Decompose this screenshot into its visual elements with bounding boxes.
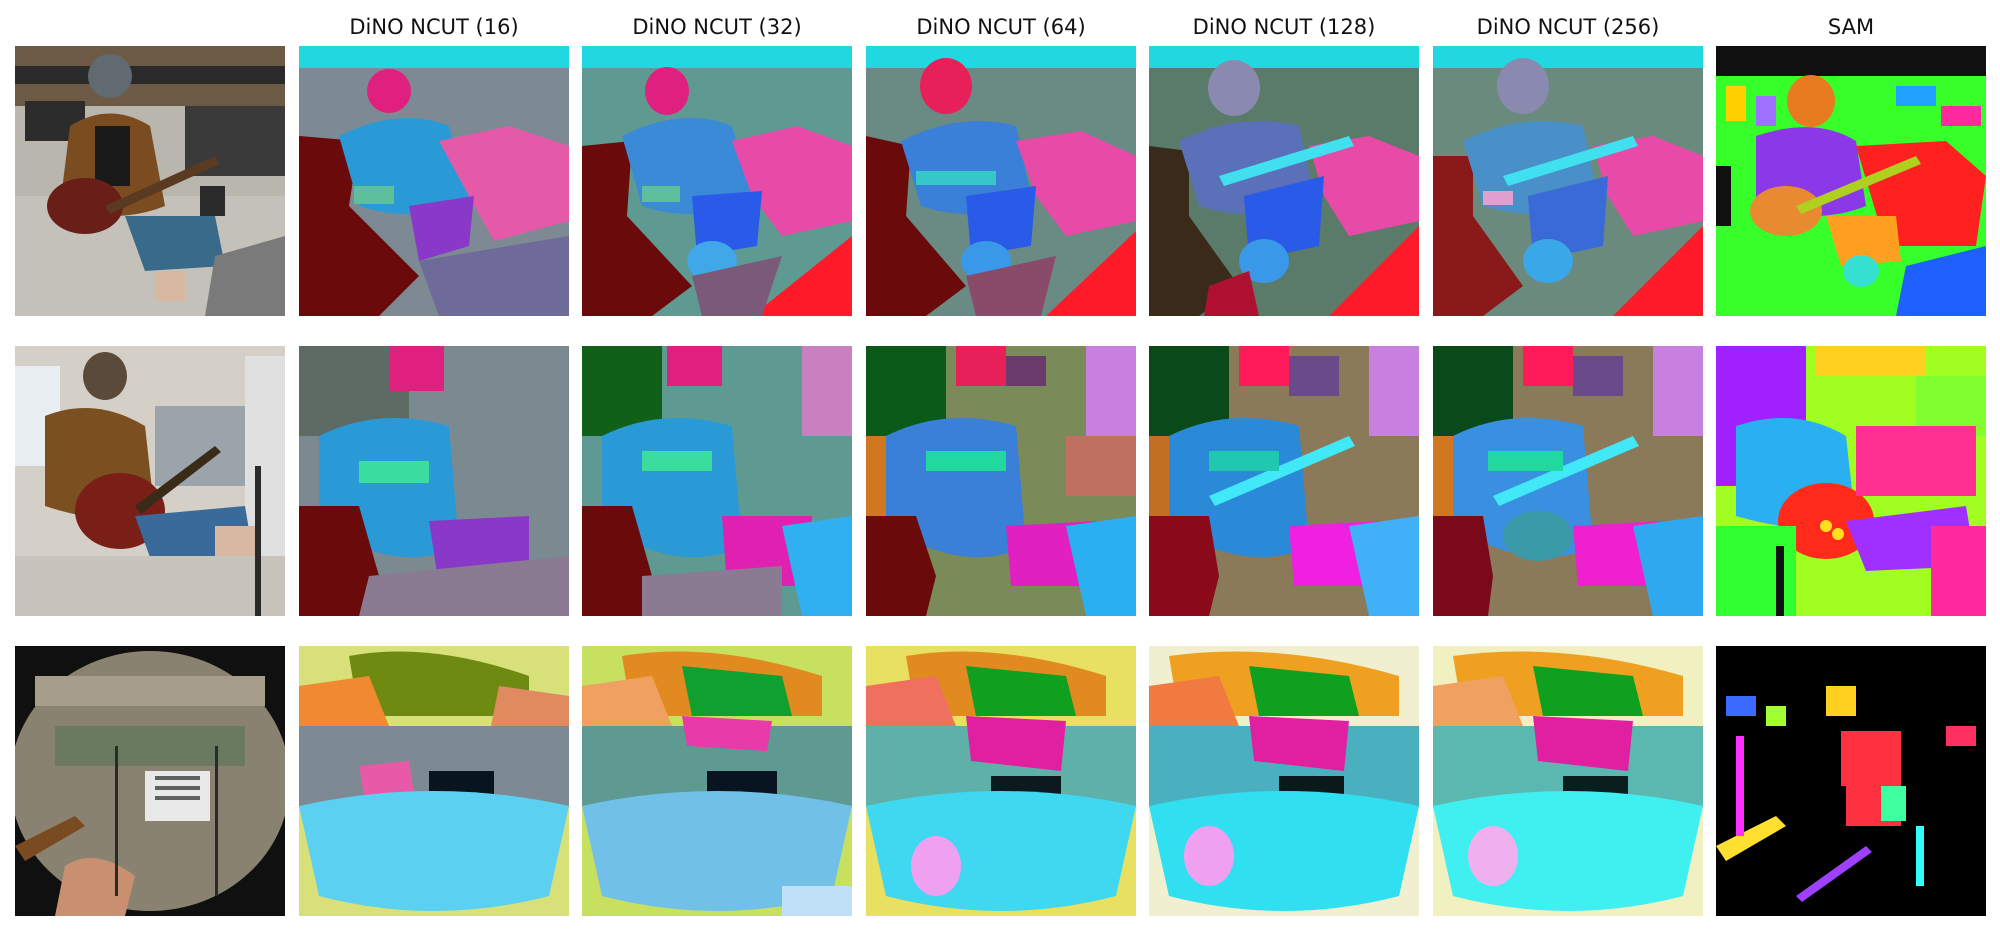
column-header-dino-ncut-256: DiNO NCUT (256) <box>1476 15 1660 39</box>
row3-ncut-16-segmentation <box>299 646 569 916</box>
row2-ncut-32-segmentation <box>582 346 852 616</box>
row3-input-photo <box>15 646 285 916</box>
column-header-dino-ncut-16: DiNO NCUT (16) <box>349 15 519 39</box>
row1-sam-segmentation <box>1716 46 1986 316</box>
row3-ncut-64-segmentation <box>866 646 1136 916</box>
row3-ncut-128-segmentation <box>1149 646 1419 916</box>
column-header-sam: SAM <box>1827 15 1875 39</box>
row3-ncut-256-segmentation <box>1433 646 1703 916</box>
row1-ncut-16-segmentation <box>299 46 569 316</box>
row3-ncut-32-segmentation <box>582 646 852 916</box>
column-header-dino-ncut-32: DiNO NCUT (32) <box>632 15 802 39</box>
row1-input-photo <box>15 46 285 316</box>
column-header-dino-ncut-128: DiNO NCUT (128) <box>1192 15 1376 39</box>
row2-ncut-16-segmentation <box>299 346 569 616</box>
row1-ncut-256-segmentation <box>1433 46 1703 316</box>
row1-ncut-128-segmentation <box>1149 46 1419 316</box>
row2-ncut-256-segmentation <box>1433 346 1703 616</box>
row3-sam-segmentation <box>1716 646 1986 916</box>
row2-ncut-64-segmentation <box>866 346 1136 616</box>
row2-sam-segmentation <box>1716 346 1986 616</box>
row1-ncut-64-segmentation <box>866 46 1136 316</box>
row1-ncut-32-segmentation <box>582 46 852 316</box>
row2-ncut-128-segmentation <box>1149 346 1419 616</box>
column-header-dino-ncut-64: DiNO NCUT (64) <box>916 15 1086 39</box>
row2-input-photo <box>15 346 285 616</box>
